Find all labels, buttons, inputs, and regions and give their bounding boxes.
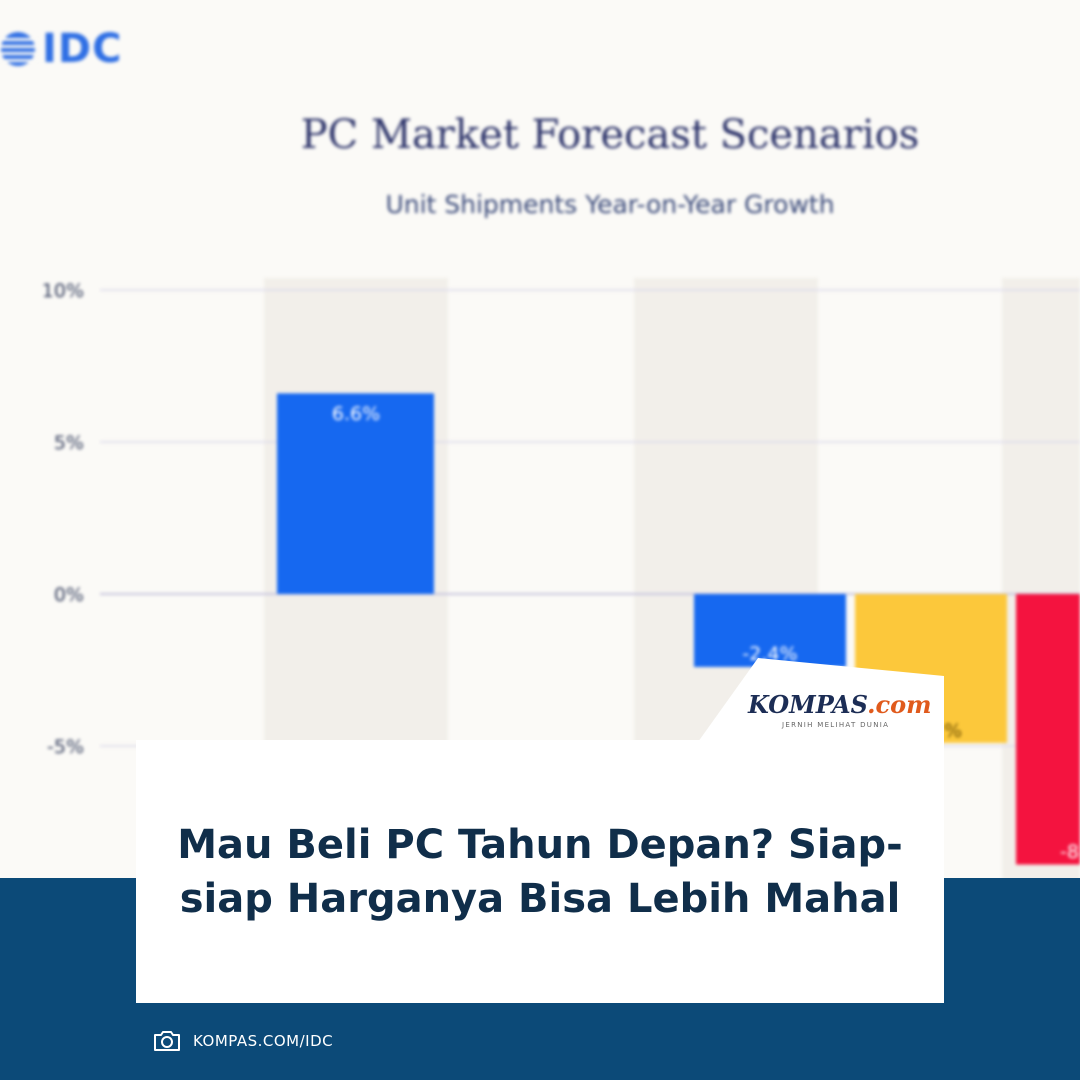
bar-value-label-3: -8 [1060, 841, 1079, 863]
y-tick-label: 5% [54, 432, 84, 454]
chart-title: PC Market Forecast Scenarios [300, 112, 920, 158]
camera-icon [154, 1031, 180, 1051]
idc-logo-text: IDC [42, 26, 123, 72]
bar-1 [694, 594, 846, 667]
bar-value-label-0: 6.6% [332, 403, 380, 425]
kompas-logo-main: KOMPAS [748, 690, 868, 719]
y-tick-label: 10% [42, 280, 84, 302]
bar-value-label-1: -2.4% [742, 643, 797, 665]
headline-card [136, 740, 944, 1003]
kompas-logo: KOMPAS.com [748, 690, 932, 719]
idc-globe-icon [0, 32, 38, 66]
bar-value-label-2: % [944, 720, 962, 742]
bar-0 [277, 393, 434, 594]
bar-3 [1016, 594, 1080, 865]
photo-credit: KOMPAS.COM/IDC [153, 1030, 333, 1052]
y-tick-label: 0% [54, 584, 84, 606]
chart-subtitle: Unit Shipments Year-on-Year Growth [385, 190, 835, 219]
kompas-badge: KOMPAS.com JERNIH MELIHAT DUNIA [748, 690, 932, 729]
headline: Mau Beli PC Tahun Depan? Siap-siap Harga… [177, 822, 903, 922]
credit-text: KOMPAS.COM/IDC [193, 1032, 334, 1050]
kompas-tagline: JERNIH MELIHAT DUNIA [782, 721, 890, 729]
idc-logo: IDC [0, 26, 122, 72]
kompas-logo-suffix: .com [867, 690, 932, 719]
y-tick-label: -5% [47, 736, 84, 758]
